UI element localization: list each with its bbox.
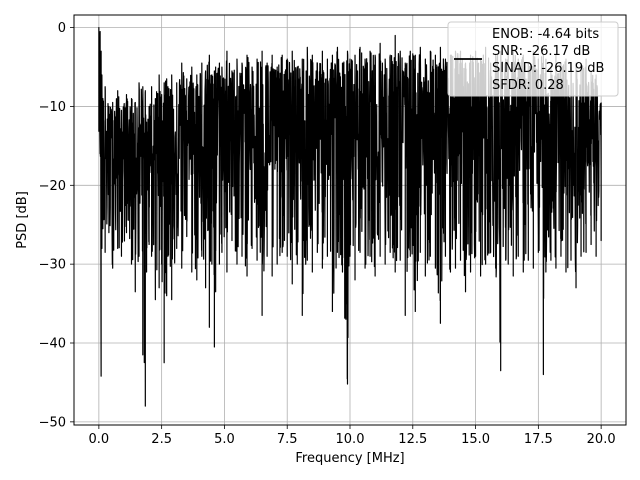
legend-line-enob: ENOB: -4.64 bits xyxy=(492,27,599,42)
x-axis-label: Frequency [MHz] xyxy=(295,451,404,466)
x-tick-label: 15.0 xyxy=(461,432,490,447)
y-tick-label: −50 xyxy=(39,415,66,430)
y-tick-label: −30 xyxy=(39,258,66,273)
legend-line-sinad: SINAD: -26.19 dB xyxy=(492,61,604,76)
x-tick-label: 5.0 xyxy=(214,432,235,447)
y-axis-ticks: 0 −10 −20 −30 −40 −50 xyxy=(39,21,74,430)
x-tick-label: 10.0 xyxy=(336,432,365,447)
x-tick-label: 7.5 xyxy=(277,432,298,447)
legend: ENOB: -4.64 bits SNR: -26.17 dB SINAD: -… xyxy=(447,21,619,97)
y-tick-label: −10 xyxy=(39,100,66,115)
psd-series-line xyxy=(98,27,602,407)
plot-area xyxy=(98,27,602,407)
x-tick-label: 20.0 xyxy=(587,432,616,447)
x-tick-label: 0.0 xyxy=(89,432,110,447)
legend-line-snr: SNR: -26.17 dB xyxy=(492,44,590,59)
legend-line-sfdr: SFDR: 0.28 xyxy=(492,78,564,93)
x-tick-label: 2.5 xyxy=(151,432,172,447)
y-tick-label: 0 xyxy=(58,21,66,36)
x-tick-label: 12.5 xyxy=(398,432,427,447)
series-layer xyxy=(98,27,602,407)
x-tick-label: 17.5 xyxy=(524,432,553,447)
y-tick-label: −20 xyxy=(39,179,66,194)
x-axis-ticks: 0.0 2.5 5.0 7.5 10.0 12.5 15.0 17.5 20.0 xyxy=(89,425,616,447)
y-tick-label: −40 xyxy=(39,337,66,352)
legend-box xyxy=(447,21,619,97)
y-axis-label: PSD [dB] xyxy=(15,191,30,249)
